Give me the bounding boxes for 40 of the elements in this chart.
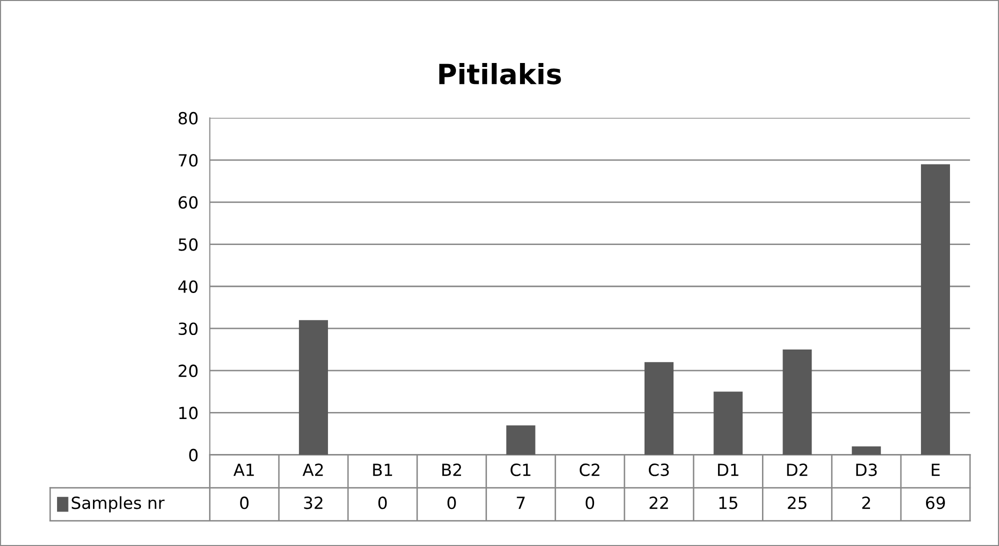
x-tick-label: B1: [373, 464, 392, 476]
data-label: 0: [586, 496, 594, 510]
x-tick-label: D1: [718, 464, 738, 476]
x-tick-label: A1: [233, 464, 254, 476]
y-tick-label: 40: [178, 280, 198, 293]
y-tick-label: 60: [178, 196, 198, 209]
y-tick-label: 80: [178, 112, 198, 125]
y-tick-label: 20: [178, 364, 198, 378]
bar: [644, 362, 674, 455]
x-tick-label: E: [932, 464, 940, 476]
bar: [852, 446, 881, 455]
x-tick-label: B2: [442, 464, 462, 476]
x-tick-label: D3: [856, 464, 877, 476]
data-label: 69: [926, 496, 945, 510]
bar: [714, 392, 743, 455]
data-label: 32: [304, 496, 322, 510]
data-label: 22: [650, 496, 668, 509]
x-tick-label: C3: [648, 464, 669, 476]
data-label: 25: [788, 496, 806, 510]
y-tick-label: 50: [178, 238, 198, 251]
x-tick-label: A2: [302, 464, 323, 476]
y-tick-label: 0: [189, 448, 198, 462]
y-tick-label: 10: [179, 406, 198, 420]
data-label: 15: [719, 496, 738, 510]
x-tick-label: D2: [787, 464, 808, 476]
y-tick-label: 30: [178, 322, 198, 336]
chart-title: Pitilakis: [439, 63, 561, 84]
legend-label: Samples nr: [72, 496, 165, 512]
bar: [782, 350, 812, 455]
data-label: 0: [447, 496, 456, 510]
bar: [920, 164, 950, 455]
data-label: 2: [862, 496, 870, 509]
x-tick-label: C2: [580, 464, 600, 476]
x-tick-label: C1: [510, 464, 530, 476]
data-label: 0: [240, 496, 249, 510]
data-label: 7: [516, 496, 525, 509]
bar: [506, 425, 536, 455]
data-label: 0: [378, 496, 387, 510]
bar: [298, 320, 328, 455]
y-tick-label: 70: [178, 154, 198, 167]
